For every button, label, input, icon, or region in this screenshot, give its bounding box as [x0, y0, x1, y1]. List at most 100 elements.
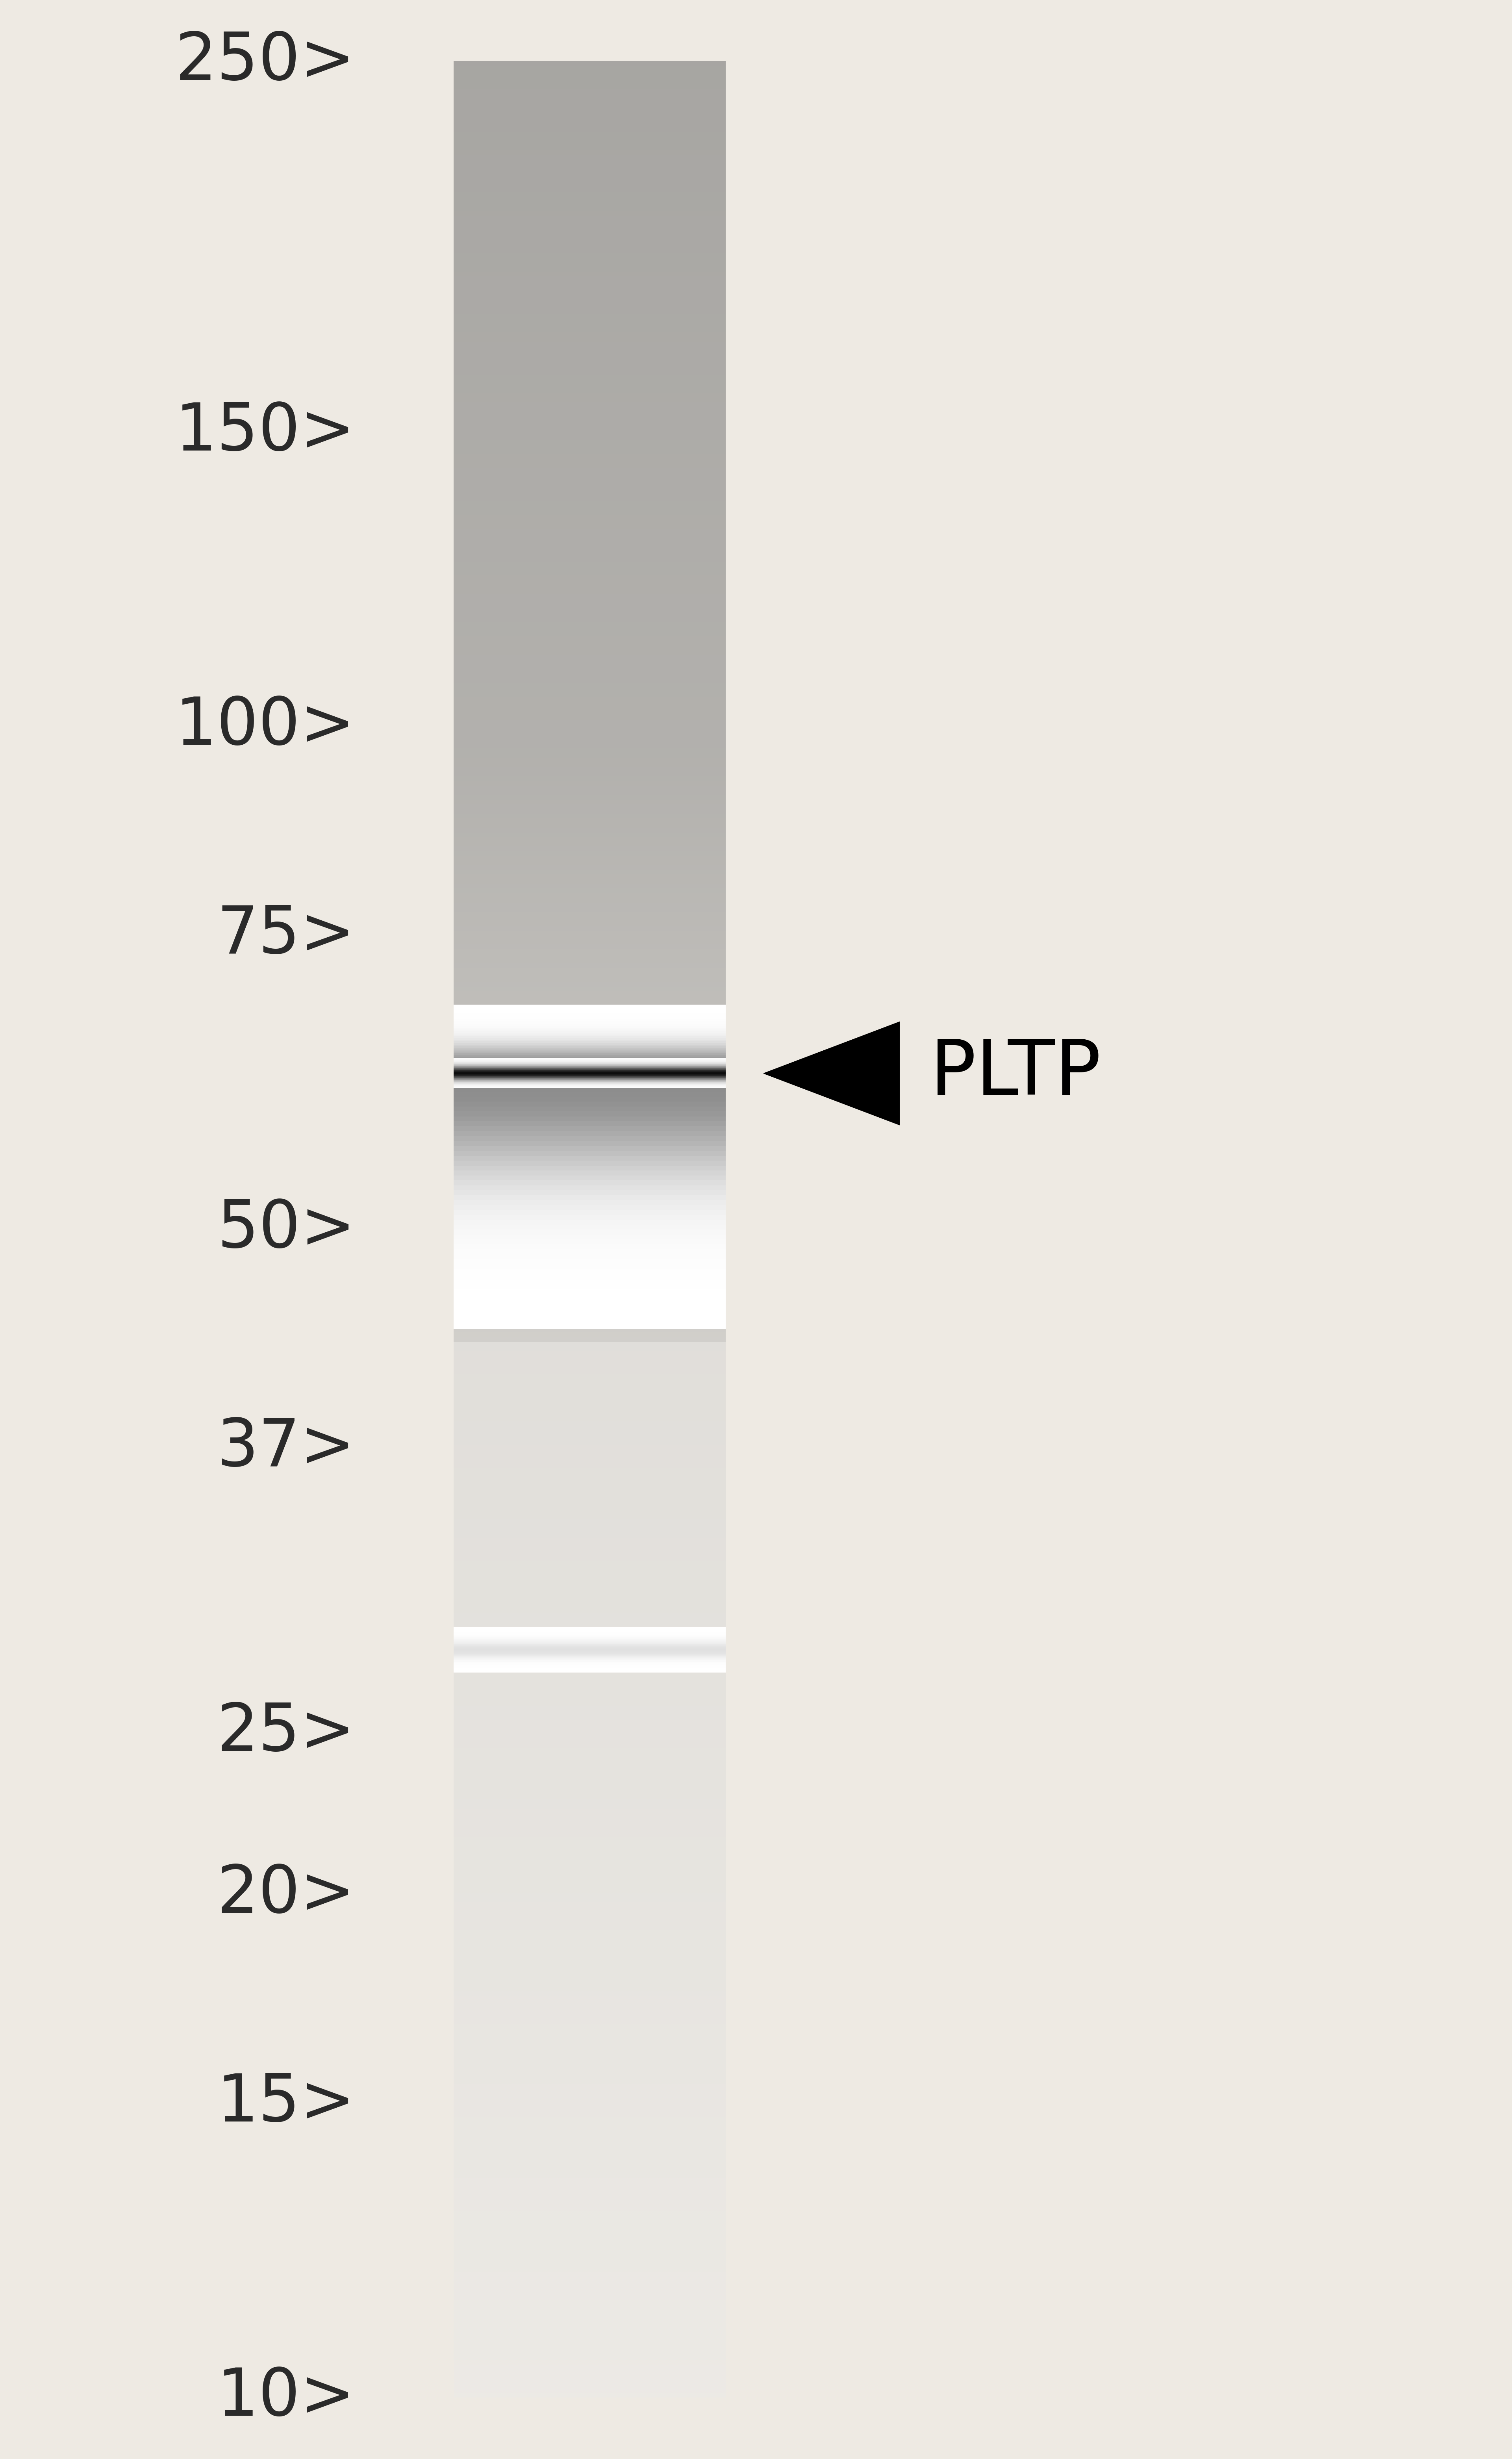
Bar: [454, 1082, 726, 1084]
Bar: [454, 1630, 726, 1635]
Bar: [454, 1025, 726, 1028]
Text: 37>: 37>: [216, 1416, 355, 1480]
Bar: [454, 2393, 726, 2398]
Bar: [454, 546, 726, 553]
Bar: [454, 1323, 726, 1330]
Bar: [454, 1817, 726, 1822]
Bar: [454, 1439, 726, 1443]
Bar: [454, 352, 726, 357]
Bar: [454, 1753, 726, 1758]
Bar: [454, 2331, 726, 2336]
Bar: [454, 1293, 726, 1301]
Bar: [454, 1116, 726, 1121]
Bar: [454, 1645, 726, 1650]
Bar: [454, 1082, 726, 1089]
Bar: [454, 826, 726, 831]
Bar: [454, 1161, 726, 1168]
Bar: [454, 996, 726, 1001]
Bar: [454, 780, 726, 787]
Bar: [454, 2181, 726, 2189]
Bar: [454, 182, 726, 187]
Bar: [454, 1375, 726, 1379]
Bar: [454, 1126, 726, 1131]
Bar: [454, 1094, 726, 1097]
Bar: [454, 1743, 726, 1748]
Bar: [454, 799, 726, 804]
Bar: [454, 155, 726, 160]
Bar: [454, 846, 726, 851]
Bar: [454, 1537, 726, 1542]
Bar: [454, 1134, 726, 1136]
Bar: [454, 2257, 726, 2262]
Bar: [454, 2383, 726, 2388]
Bar: [454, 337, 726, 342]
Bar: [454, 1552, 726, 1557]
Bar: [454, 1618, 726, 1623]
Bar: [454, 1620, 726, 1628]
Bar: [454, 1345, 726, 1350]
Bar: [454, 1131, 726, 1136]
Bar: [454, 1613, 726, 1618]
Bar: [454, 1557, 726, 1561]
Bar: [454, 1999, 726, 2004]
Bar: [454, 617, 726, 622]
Bar: [454, 1043, 726, 1048]
Bar: [454, 679, 726, 684]
Bar: [454, 1043, 726, 1048]
Bar: [454, 1940, 726, 1945]
Bar: [454, 342, 726, 347]
Bar: [454, 639, 726, 647]
Bar: [454, 1239, 726, 1247]
Bar: [454, 1458, 726, 1463]
Bar: [454, 551, 726, 556]
Bar: [454, 1131, 726, 1134]
Bar: [454, 1070, 726, 1075]
Bar: [454, 1065, 726, 1067]
Bar: [454, 976, 726, 981]
Bar: [454, 1766, 726, 1770]
Bar: [454, 1220, 726, 1227]
Bar: [454, 1006, 726, 1008]
Bar: [454, 878, 726, 883]
Bar: [454, 1790, 726, 1795]
Bar: [454, 1030, 726, 1033]
Bar: [454, 2233, 726, 2238]
Bar: [454, 425, 726, 430]
Bar: [454, 98, 726, 103]
Bar: [454, 1006, 726, 1011]
Bar: [454, 1136, 726, 1141]
Polygon shape: [764, 1023, 900, 1126]
Bar: [454, 519, 726, 524]
Bar: [454, 1126, 726, 1129]
Bar: [454, 430, 726, 435]
Bar: [454, 1714, 726, 1721]
Bar: [454, 1109, 726, 1111]
Bar: [454, 462, 726, 467]
Bar: [454, 2220, 726, 2225]
Bar: [454, 743, 726, 748]
Bar: [454, 1048, 726, 1052]
Bar: [454, 2316, 726, 2324]
Bar: [454, 1475, 726, 1483]
Bar: [454, 1313, 726, 1318]
Bar: [454, 504, 726, 509]
Bar: [454, 1247, 726, 1254]
Bar: [454, 964, 726, 969]
Bar: [454, 1136, 726, 1143]
Bar: [454, 1434, 726, 1441]
Bar: [454, 1662, 726, 1670]
Bar: [454, 1520, 726, 1525]
Bar: [454, 1043, 726, 1045]
Bar: [454, 1780, 726, 1785]
Bar: [454, 1355, 726, 1360]
Bar: [454, 1547, 726, 1552]
Bar: [454, 1660, 726, 1665]
Bar: [454, 1136, 726, 1139]
Bar: [454, 1967, 726, 1972]
Bar: [454, 696, 726, 701]
Bar: [454, 125, 726, 133]
Bar: [454, 1640, 726, 1645]
Bar: [454, 556, 726, 561]
Bar: [454, 1920, 726, 1925]
Bar: [454, 1687, 726, 1692]
